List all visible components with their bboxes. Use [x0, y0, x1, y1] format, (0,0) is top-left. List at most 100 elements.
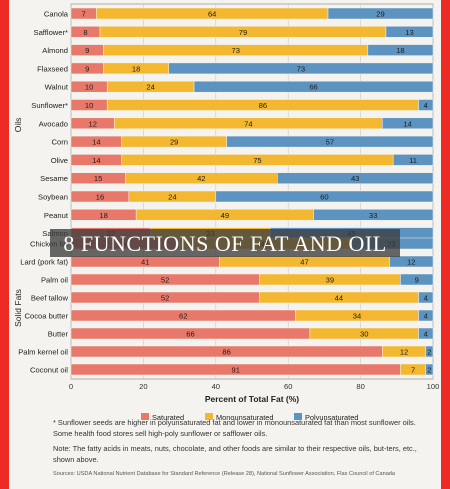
data-label: 7: [411, 366, 415, 375]
data-label: 13: [405, 28, 413, 37]
data-label: 18: [132, 64, 140, 73]
data-label: 33: [369, 211, 377, 220]
data-label: 24: [146, 83, 154, 92]
data-label: 41: [141, 258, 149, 267]
banner-title: 8 FUNCTIONS OF FAT AND OIL: [63, 231, 387, 256]
data-label: 29: [170, 138, 178, 147]
data-label: 12: [400, 348, 408, 357]
bar-segment: [425, 363, 434, 376]
solid-fats-group-label: Solid Fats: [13, 289, 23, 327]
data-label: 79: [239, 28, 247, 37]
bar-segment: [418, 291, 434, 304]
category-label: Avocado: [39, 119, 68, 128]
data-label: 14: [403, 119, 411, 128]
category-label: Canola: [44, 10, 69, 19]
bar-segment: [367, 44, 434, 56]
data-label: 75: [253, 156, 261, 165]
data-label: 74: [244, 119, 252, 128]
bar-segment: [327, 7, 434, 20]
category-label: Walnut: [45, 83, 69, 92]
data-label: 18: [99, 211, 107, 220]
data-label: 7: [82, 10, 86, 19]
data-label: 43: [351, 174, 359, 183]
category-label: Peanut: [44, 211, 69, 220]
sunflower-footnote: * Sunflower seeds are higher in polyunsa…: [53, 418, 416, 438]
data-label: 15: [94, 174, 102, 183]
data-label: 52: [161, 294, 169, 303]
x-tick-label: 60: [284, 382, 292, 391]
data-label: 29: [376, 10, 384, 19]
bar-segment: [215, 190, 434, 203]
category-label: Corn: [52, 138, 68, 147]
category-label: Butter: [48, 330, 69, 339]
category-label: Lard (pork fat): [20, 258, 68, 267]
bar-segment: [168, 62, 434, 75]
category-label: Palm kernel oil: [18, 348, 68, 357]
data-label: 11: [409, 156, 417, 165]
data-label: 62: [179, 312, 187, 321]
category-label: Soybean: [38, 193, 68, 202]
data-label: 86: [259, 101, 267, 110]
bar-segment: [400, 273, 434, 286]
x-tick-label: 100: [427, 382, 440, 391]
data-label: 18: [396, 46, 404, 55]
data-label: 49: [221, 211, 229, 220]
oils-group-label: Oils: [13, 118, 23, 133]
data-label: 24: [168, 193, 176, 202]
category-label: Sunflower*: [31, 101, 68, 110]
bar-segment: [385, 26, 434, 38]
data-label: 34: [353, 312, 361, 321]
category-label: Flaxseed: [37, 64, 68, 73]
sources-line: Sources: USDA National Nutrient Database…: [53, 471, 396, 477]
x-tick-label: 80: [356, 382, 364, 391]
bar-segment: [425, 345, 434, 358]
fatty-acids-note: Note: The fatty acids in meats, nuts, ch…: [53, 444, 417, 464]
data-label: 60: [320, 193, 328, 202]
x-tick-label: 40: [212, 382, 220, 391]
legend-swatch: [294, 413, 302, 420]
legend-label: Polyunsaturated: [305, 413, 358, 420]
category-label: Almond: [42, 46, 68, 55]
legend-swatch: [205, 413, 213, 420]
bar-segment: [277, 172, 434, 184]
category-label: Palm oil: [41, 276, 68, 285]
data-label: 9: [415, 276, 419, 285]
data-label: 14: [92, 156, 100, 165]
chart-notes: * Sunflower seeds are higher in polyunsa…: [53, 418, 437, 483]
category-label: Beef tallow: [31, 294, 69, 303]
category-label: Cocoa butter: [25, 312, 69, 321]
x-axis-title: Percent of Total Fat (%): [205, 394, 299, 404]
legend-label: Saturated: [152, 413, 184, 420]
category-label: Chicken fat: [30, 240, 69, 249]
data-label: 16: [96, 193, 104, 202]
data-label: 10: [85, 83, 93, 92]
data-label: 9: [85, 64, 89, 73]
data-label: 86: [222, 348, 230, 357]
x-tick-label: 20: [139, 382, 147, 391]
bar-segment: [418, 99, 434, 111]
data-label: 2: [427, 366, 431, 375]
category-label: Coconut oil: [30, 366, 68, 375]
data-label: 66: [309, 83, 317, 92]
data-label: 42: [197, 174, 205, 183]
data-label: 73: [231, 46, 239, 55]
data-label: 9: [85, 46, 89, 55]
data-label: 47: [300, 258, 308, 267]
title-banner: 8 FUNCTIONS OF FAT AND OIL: [50, 229, 400, 257]
data-label: 44: [335, 294, 343, 303]
data-label: 91: [231, 366, 239, 375]
bar-segment: [313, 209, 434, 221]
data-label: 4: [424, 330, 428, 339]
data-label: 4: [424, 294, 428, 303]
data-label: 12: [407, 258, 415, 267]
data-label: 57: [326, 138, 334, 147]
data-label: 8: [83, 28, 87, 37]
data-label: 73: [297, 64, 305, 73]
data-label: 64: [208, 10, 216, 19]
data-label: 52: [161, 276, 169, 285]
category-label: Safflower*: [34, 28, 69, 37]
x-tick-label: 0: [69, 382, 73, 391]
bar-segment: [418, 327, 434, 340]
legend-swatch: [141, 413, 149, 420]
